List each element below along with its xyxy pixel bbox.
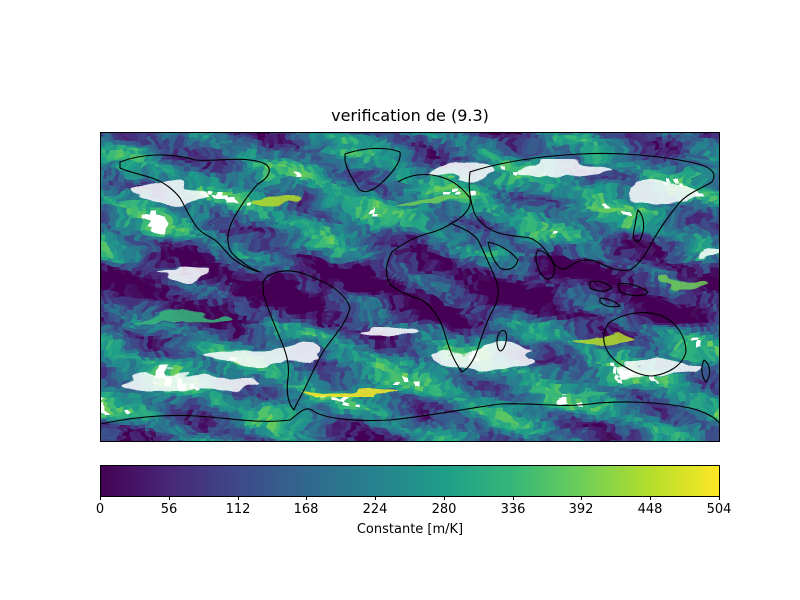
colorbar-tick — [100, 496, 101, 500]
coast-se-asia-islands — [589, 280, 649, 308]
colorbar-tick-label: 392 — [568, 502, 594, 517]
coast-north-america — [119, 154, 270, 273]
coast-new-zealand — [701, 359, 711, 383]
colorbar-tick — [444, 496, 445, 500]
coast-japan — [632, 209, 645, 243]
colorbar-tick-label: 56 — [160, 502, 178, 517]
colorbar-tick-label: 448 — [637, 502, 663, 517]
coast-europe-africa — [385, 173, 499, 373]
coast-antarctica — [100, 401, 720, 425]
colorbar-tick — [238, 496, 239, 500]
map-svg — [100, 132, 720, 442]
colorbar-tick — [169, 496, 170, 500]
coastlines — [100, 147, 720, 425]
colorbar-tick — [719, 496, 720, 500]
map-title: verification de (9.3) — [331, 106, 489, 125]
colorbar-tick-label: 280 — [431, 502, 457, 517]
colorbar-tick — [581, 496, 582, 500]
coast-asia — [468, 152, 715, 272]
colorbar-tick — [375, 496, 376, 500]
field-streaks — [120, 159, 720, 397]
colorbar-tick-label: 112 — [225, 502, 251, 517]
field-cells — [100, 132, 720, 442]
colorbar-ticks: 0 56 112 168 224 280 336 392 448 504 — [96, 496, 731, 517]
coast-madagascar — [496, 329, 508, 352]
colorbar-label: Constante [m/K] — [356, 522, 464, 537]
colorbar-tick — [306, 496, 307, 500]
colorbar-tick — [650, 496, 651, 500]
colorbar-tick-label: 168 — [293, 502, 319, 517]
field-layer — [100, 132, 720, 442]
colorbar-tick-label: 224 — [362, 502, 388, 517]
colorbar — [100, 465, 720, 497]
colorbar-tick-label: 0 — [95, 502, 105, 517]
coast-australia — [603, 312, 687, 377]
map-plot-area — [100, 132, 720, 442]
coast-south-america — [262, 270, 351, 411]
colorbar-tick-label: 336 — [500, 502, 526, 517]
coast-arabia-india — [487, 241, 555, 280]
colorbar-tick — [513, 496, 514, 500]
coast-greenland — [344, 147, 401, 193]
colorbar-tick-label: 504 — [706, 502, 732, 517]
